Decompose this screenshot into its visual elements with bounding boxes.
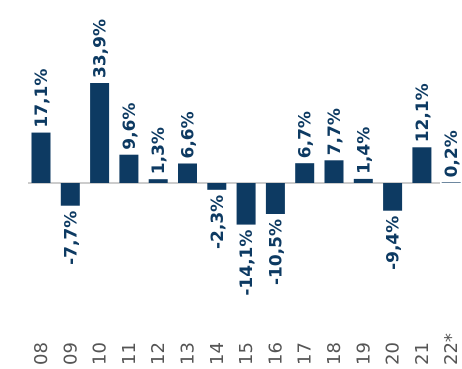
x-tick-label: 12	[148, 342, 169, 365]
value-label: -2,3%	[208, 195, 228, 249]
value-label: 6,6%	[179, 111, 199, 158]
x-tick-label: 22*	[441, 333, 462, 365]
value-label: -10,5%	[266, 219, 286, 285]
value-label: 7,7%	[325, 108, 345, 155]
bar-11	[119, 154, 139, 183]
value-label: 1,4%	[354, 127, 374, 174]
x-tick-label: 19	[353, 342, 374, 365]
x-tick-label: 18	[324, 342, 345, 365]
x-tick-label: 20	[383, 342, 404, 365]
bar-15	[236, 183, 256, 225]
value-label: 0,2%	[442, 130, 462, 177]
bar-17	[295, 163, 315, 183]
x-tick-label: 10	[90, 342, 111, 365]
x-tick-label: 09	[60, 342, 81, 365]
x-tick-label: 13	[178, 342, 199, 365]
x-tick-labels: 08 09 10 11 12 13 14 15 16 17 18 19 20 21 22*	[31, 333, 462, 365]
bar-20	[383, 183, 403, 211]
bar-18	[324, 160, 344, 183]
value-label: -7,7%	[61, 211, 81, 265]
x-tick-label: 14	[207, 342, 228, 365]
value-label: -9,4%	[384, 216, 404, 270]
bar-16	[265, 183, 285, 214]
bar-19	[353, 178, 373, 183]
bar-22	[441, 182, 461, 183]
value-label: 33,9%	[91, 19, 111, 78]
value-label: 17,1%	[32, 69, 52, 128]
bar-13	[178, 163, 197, 183]
bar-08	[31, 132, 51, 183]
x-tick-label: 11	[119, 342, 140, 365]
value-label: 1,3%	[149, 127, 169, 174]
value-labels: 17,1% -7,7% 33,9% 9,6% 1,3% 6,6% -2,3% -14,1% -1…	[32, 19, 462, 296]
bars	[31, 83, 461, 225]
value-label: 6,7%	[296, 111, 316, 158]
bar-10	[90, 83, 110, 183]
bar-12	[148, 179, 168, 183]
bar-09	[60, 183, 80, 206]
value-label: 9,6%	[120, 103, 140, 150]
x-tick-label: 17	[295, 342, 316, 365]
bar-14	[207, 183, 227, 190]
bar-21	[412, 147, 432, 183]
x-tick-label: 08	[31, 342, 52, 365]
x-tick-label: 15	[236, 342, 257, 365]
x-tick-label: 21	[412, 342, 433, 365]
value-label: -14,1%	[237, 230, 257, 296]
x-tick-label: 16	[265, 342, 286, 365]
value-label: 12,1%	[413, 83, 433, 142]
